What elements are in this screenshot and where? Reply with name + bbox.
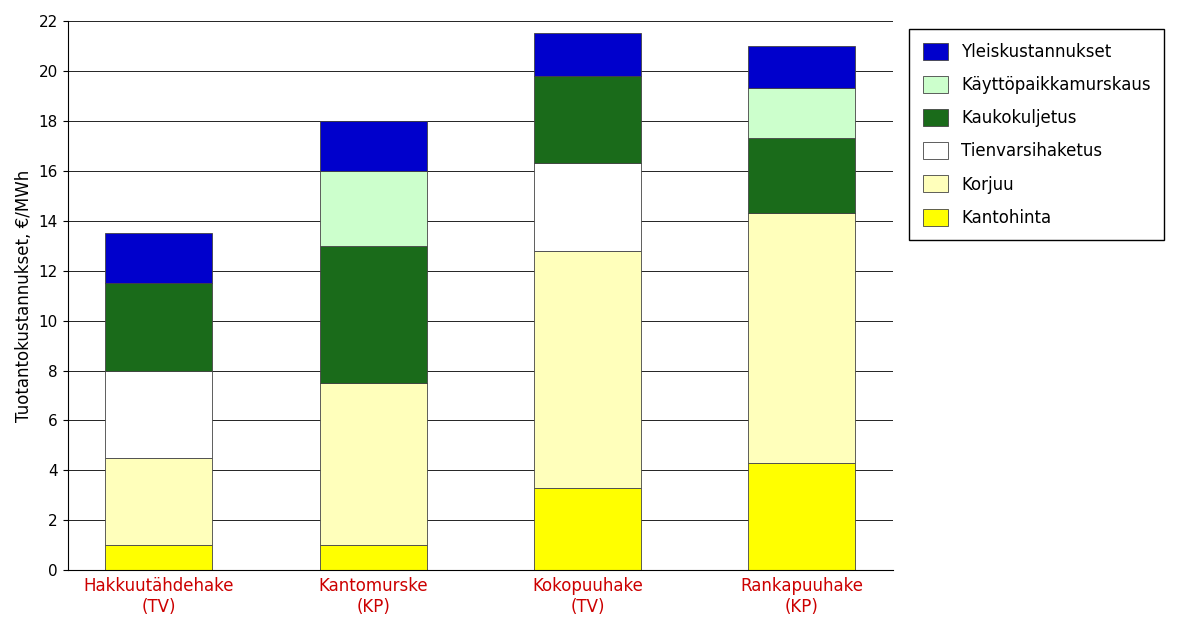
Bar: [533, 163, 641, 251]
Bar: [748, 138, 856, 213]
Bar: [105, 458, 212, 545]
Bar: [105, 233, 212, 283]
Bar: [748, 88, 856, 138]
Legend: Yleiskustannukset, Käyttöpaikkamurskaus, Kaukokuljetus, Tienvarsihaketus, Korjuu: Yleiskustannukset, Käyttöpaikkamurskaus,…: [910, 29, 1165, 240]
Bar: [105, 545, 212, 570]
Bar: [105, 283, 212, 370]
Bar: [320, 545, 427, 570]
Bar: [320, 171, 427, 245]
Bar: [748, 46, 856, 88]
Bar: [105, 370, 212, 458]
Bar: [320, 121, 427, 171]
Bar: [748, 463, 856, 570]
Bar: [748, 213, 856, 463]
Bar: [533, 76, 641, 163]
Bar: [533, 488, 641, 570]
Bar: [533, 251, 641, 488]
Bar: [320, 245, 427, 383]
Y-axis label: Tuotantokustannukset, €/MWh: Tuotantokustannukset, €/MWh: [15, 170, 33, 422]
Bar: [320, 383, 427, 545]
Bar: [533, 33, 641, 76]
